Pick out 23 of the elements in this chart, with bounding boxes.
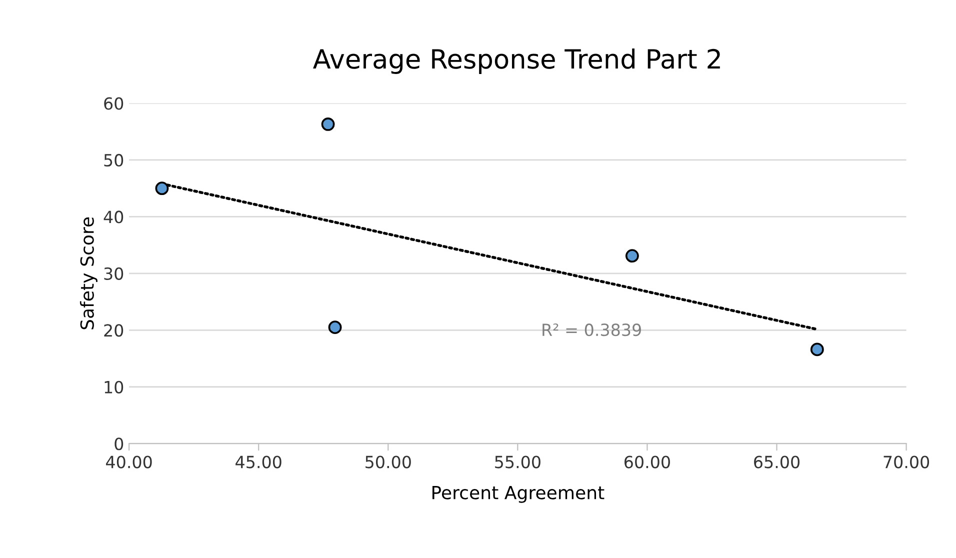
y-tick-label: 20	[104, 324, 124, 337]
y-tick-label: 30	[104, 267, 124, 280]
y-tick-label: 60	[104, 97, 124, 110]
y-tick-label: 0	[114, 438, 124, 450]
point	[328, 320, 342, 334]
x-axis-title: Percent Agreement	[432, 486, 604, 503]
point	[321, 118, 335, 131]
x-tick-label: 60.00	[624, 456, 670, 468]
x-tick-label: 65.00	[754, 456, 800, 468]
y-tick-label: 50	[104, 154, 124, 167]
y-tick-label: 40	[104, 210, 124, 224]
point	[155, 182, 169, 196]
chart-title: Average Response Trend Part 2	[313, 48, 720, 74]
point	[810, 342, 824, 356]
x-tick-label: 55.00	[495, 456, 540, 468]
y-tick-label: 10	[104, 380, 124, 394]
x-tick-label: 45.00	[236, 456, 282, 468]
x-tick-label: 70.00	[884, 456, 930, 468]
x-tick-label: 40.00	[106, 456, 152, 468]
y-axis-title: Safety Score	[80, 217, 98, 330]
annotation: R² = 0.3839	[542, 324, 641, 336]
x-tick-label: 50.00	[366, 456, 411, 468]
point	[625, 249, 639, 263]
